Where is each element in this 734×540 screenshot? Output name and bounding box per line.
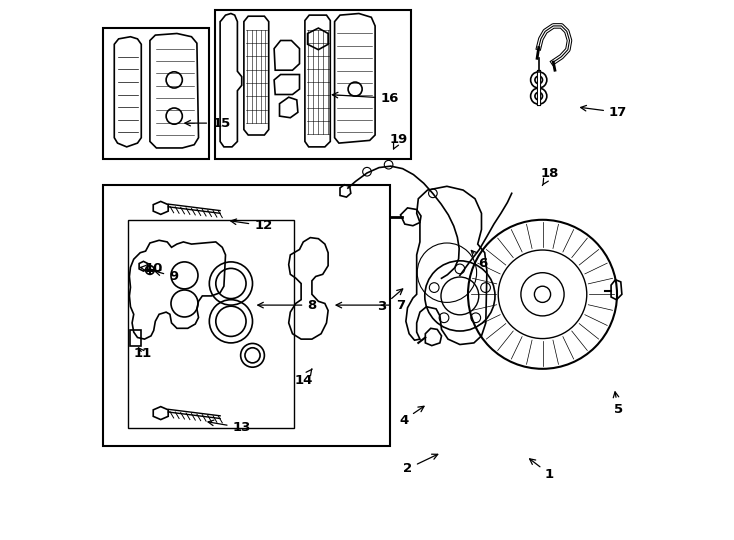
Text: 1: 1 — [530, 459, 554, 481]
Bar — [215, 10, 411, 159]
Text: 14: 14 — [294, 369, 313, 387]
Text: 5: 5 — [614, 392, 622, 416]
Text: 17: 17 — [581, 105, 628, 119]
Text: 15: 15 — [185, 117, 230, 130]
Text: 4: 4 — [399, 406, 424, 427]
Text: 6: 6 — [471, 251, 487, 270]
Bar — [103, 185, 390, 445]
Text: 9: 9 — [155, 270, 178, 283]
Text: 2: 2 — [403, 454, 437, 475]
Bar — [103, 28, 209, 159]
Text: 13: 13 — [208, 420, 251, 434]
Text: 18: 18 — [540, 167, 559, 186]
Text: 19: 19 — [389, 133, 407, 149]
Text: 7: 7 — [336, 299, 405, 312]
Bar — [128, 220, 294, 428]
Text: 10: 10 — [140, 262, 163, 275]
Text: 3: 3 — [377, 289, 403, 313]
Text: 11: 11 — [134, 347, 152, 360]
Text: 16: 16 — [333, 92, 399, 105]
Text: 12: 12 — [230, 219, 272, 232]
Text: 8: 8 — [258, 299, 316, 312]
